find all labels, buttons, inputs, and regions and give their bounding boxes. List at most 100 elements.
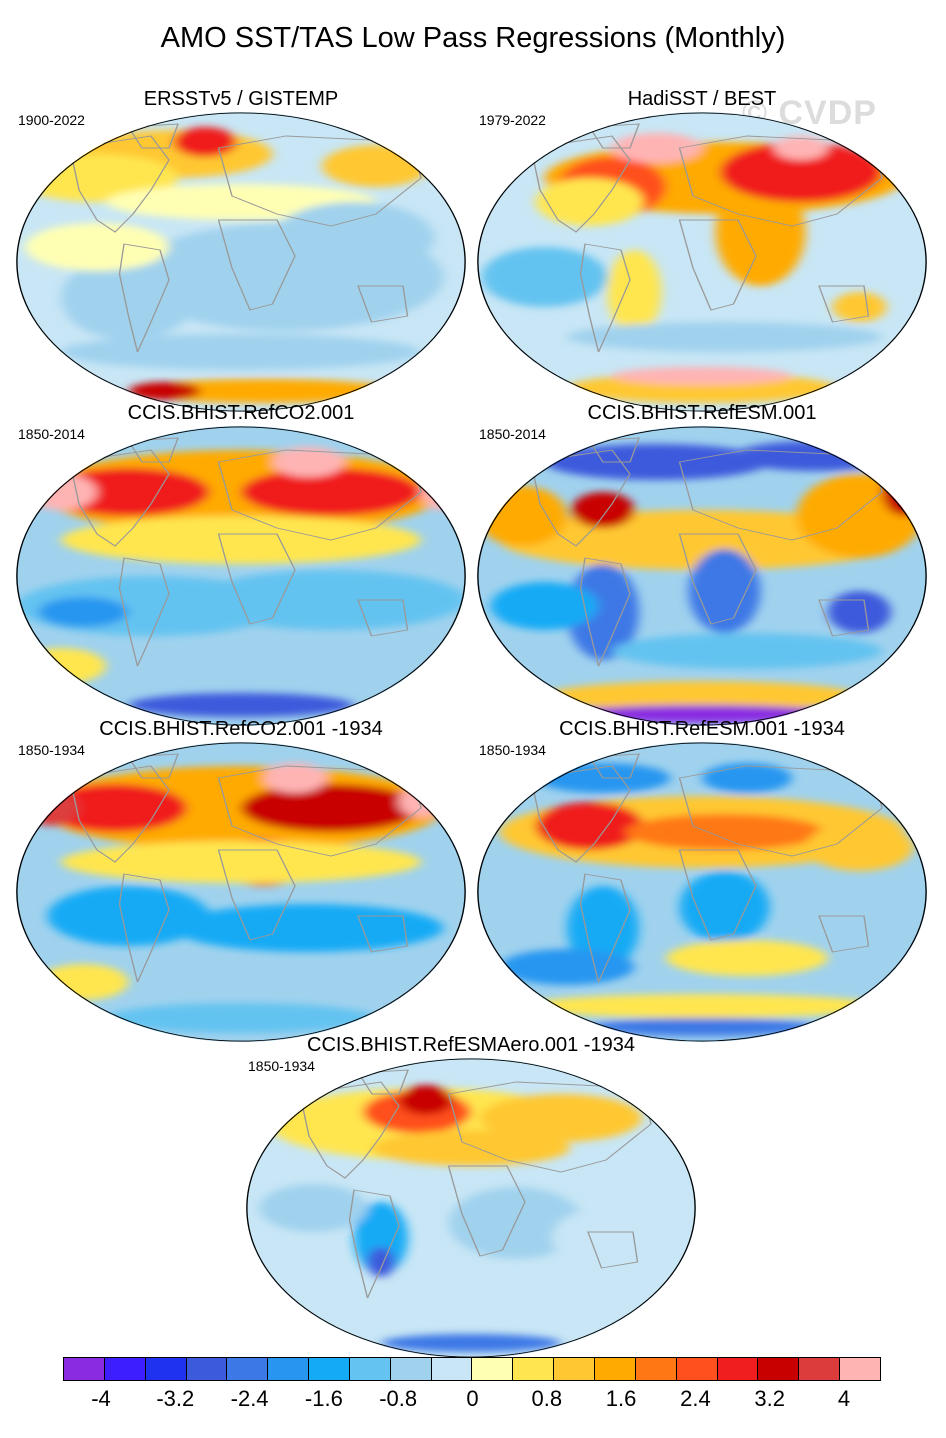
colorbar-swatch (594, 1358, 636, 1380)
anomaly-region (733, 441, 896, 471)
colorbar-tick-label: 0 (466, 1386, 479, 1411)
anomaly-region (544, 444, 770, 480)
coastline (357, 599, 409, 637)
coastline (588, 753, 640, 779)
anomaly-region (47, 886, 210, 946)
anomaly-region (241, 784, 421, 832)
colorbar-tick-label: -2.4 (230, 1386, 269, 1411)
colorbar-swatch (268, 1358, 310, 1380)
regression-map (477, 426, 927, 726)
colorbar-swatch (554, 1358, 595, 1380)
anomaly-region (128, 693, 354, 717)
anomaly-region (832, 292, 887, 322)
colorbar-tick-label: 1.6 (605, 1386, 637, 1411)
coastline (127, 753, 179, 779)
coastline (587, 1231, 639, 1269)
anomaly-region (552, 1208, 660, 1268)
anomaly-region (567, 564, 639, 660)
regression-map (16, 742, 466, 1042)
anomaly-region (535, 178, 644, 226)
anomaly-region (607, 250, 662, 334)
coastline (447, 1081, 652, 1173)
anomaly-region (372, 1130, 570, 1166)
anomaly-region (448, 1187, 584, 1259)
anomaly-region (421, 474, 466, 510)
anomaly-region (625, 814, 824, 850)
anomaly-region (544, 681, 860, 711)
anomaly-region (25, 474, 98, 510)
anomaly-region (490, 582, 599, 630)
colorbar (63, 1357, 881, 1381)
anomaly-region (38, 964, 129, 1000)
coastline (348, 1189, 400, 1299)
coastline (678, 533, 757, 625)
anomaly-region (105, 1003, 376, 1033)
coastline (678, 135, 883, 227)
regression-map (477, 742, 927, 1042)
coastline (217, 533, 296, 625)
colorbar-swatch (227, 1358, 269, 1380)
colorbar-swatch (717, 1358, 759, 1380)
anomaly-region (666, 940, 828, 976)
map-border (477, 742, 927, 1042)
panel-years: 1850-2014 (18, 426, 85, 442)
coastline (69, 135, 170, 233)
anomaly-region (679, 871, 770, 943)
panel-title: ERSSTv5 / GISTEMP (143, 88, 339, 110)
map-border (16, 112, 466, 412)
map-panel: ERSSTv5 / GISTEMP 1900-2022 (16, 88, 466, 418)
coastline (69, 765, 170, 863)
colorbar-swatch (758, 1358, 800, 1380)
colorbar-swatch (145, 1358, 187, 1380)
colorbar-tick-label: 3.2 (754, 1386, 785, 1411)
anomaly-region (522, 994, 882, 1018)
panel-title: CCIS.BHIST.RefCO2.001 -1934 (99, 718, 383, 740)
panel-title: CCIS.BHIST.RefCO2.001 (127, 402, 355, 424)
anomaly-region (354, 1202, 408, 1274)
map-border (16, 742, 466, 1042)
coastline (579, 243, 631, 353)
colorbar-labels: -4 -3.2 -2.4 -1.6 -0.8 0 0.8 1.6 2.4 3.2 4 (0, 1386, 946, 1416)
regression-map (16, 112, 466, 412)
colorbar-swatch (64, 1358, 105, 1380)
map-panel: CCIS.BHIST.RefCO2.001 -1934 1850-1934 (16, 718, 466, 1048)
map-border (477, 112, 927, 412)
anomaly-region (535, 802, 644, 850)
anomaly-region (796, 474, 923, 558)
panel-years: 1900-2022 (18, 112, 85, 128)
coastline (530, 765, 631, 863)
anomaly-region (60, 516, 421, 564)
coastline (217, 849, 296, 941)
anomaly-region (173, 904, 444, 952)
coastline (678, 219, 757, 311)
anomaly-region (612, 133, 702, 163)
anomaly-region (272, 447, 345, 477)
anomaly-region (263, 763, 327, 793)
main-title: AMO SST/TAS Low Pass Regressions (Monthl… (160, 22, 786, 54)
coastline (530, 449, 631, 547)
coastline (447, 1165, 526, 1257)
panel-years: 1850-1934 (18, 742, 85, 758)
anomaly-region (47, 468, 210, 516)
anomaly-region (398, 787, 444, 817)
anomaly-region (589, 1018, 815, 1036)
colorbar-tick-label: -4 (91, 1386, 111, 1411)
map-panel: CCIS.BHIST.RefCO2.001 1850-2014 (16, 402, 466, 732)
coastline (588, 123, 640, 149)
anomaly-region (322, 145, 430, 187)
anomaly-region (567, 886, 639, 970)
anomaly-region (60, 334, 421, 370)
coastline (357, 915, 409, 953)
coastline (588, 437, 640, 463)
coastline (69, 449, 170, 547)
coastline (217, 135, 422, 227)
panel-title: HadiSST / BEST (627, 88, 777, 110)
anomaly-region (367, 1247, 395, 1277)
panel-title: CCIS.BHIST.RefESMAero.001 -1934 (307, 1034, 635, 1056)
coastline (818, 915, 870, 953)
coastline (217, 449, 422, 541)
map-border (477, 426, 927, 726)
anomaly-region (173, 127, 237, 157)
anomaly-region (60, 841, 421, 883)
anomaly-region (272, 202, 435, 274)
